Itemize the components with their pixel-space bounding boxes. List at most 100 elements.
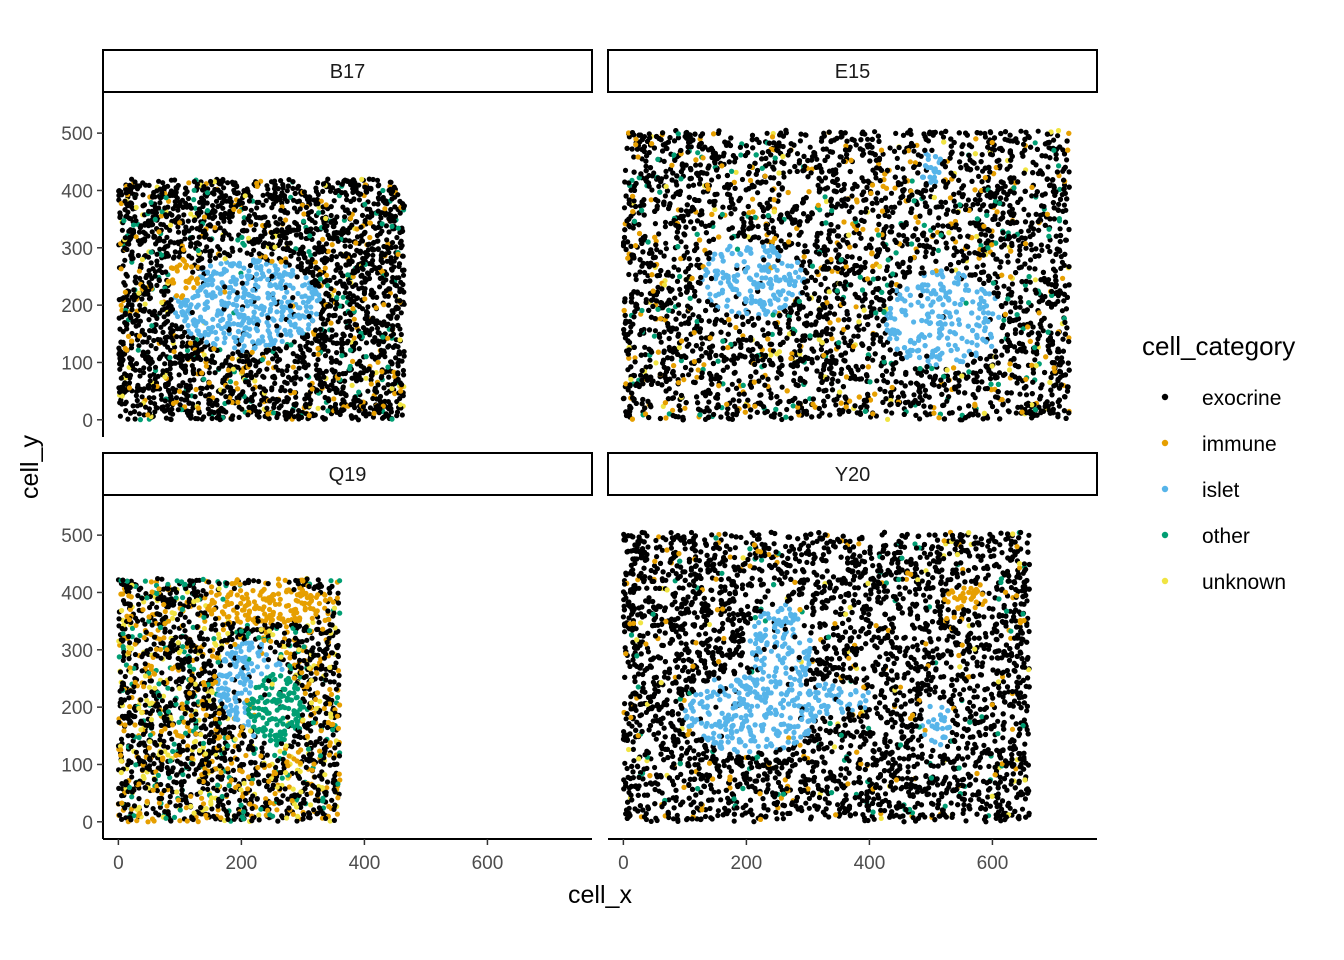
cell-point <box>278 207 284 213</box>
cell-point <box>186 180 192 186</box>
cell-point <box>209 282 215 288</box>
cell-point <box>190 269 196 275</box>
cell-point <box>300 244 306 250</box>
cell-point <box>253 363 259 369</box>
cell-point <box>301 211 307 217</box>
cell-point <box>358 363 364 369</box>
cell-point <box>399 358 405 364</box>
cell-point <box>195 288 201 294</box>
cell-point <box>211 179 218 185</box>
cell-point <box>339 389 345 396</box>
cell-point <box>390 323 396 329</box>
cell-point <box>168 190 174 196</box>
cell-point <box>306 313 312 319</box>
cell-point <box>301 364 307 370</box>
cell-point <box>334 280 340 286</box>
cell-point <box>195 302 201 308</box>
cell-point <box>182 229 188 235</box>
cell-point <box>227 372 233 378</box>
cell-point <box>180 204 186 210</box>
cell-point <box>214 336 220 342</box>
cell-point <box>326 312 332 318</box>
cell-point <box>122 401 128 407</box>
cell-point <box>116 385 122 391</box>
cell-point <box>205 406 211 412</box>
cell-point <box>244 303 251 309</box>
cell-point <box>293 313 299 319</box>
cell-point <box>158 213 165 219</box>
cell-point <box>388 260 394 266</box>
cell-point <box>351 335 357 341</box>
cell-point <box>249 394 255 400</box>
cell-point <box>400 272 407 278</box>
cell-point <box>321 374 327 380</box>
cell-point <box>349 258 355 265</box>
cell-point <box>212 359 218 366</box>
cell-point <box>129 294 135 300</box>
cell-point <box>341 333 347 339</box>
cell-point <box>264 366 270 372</box>
cell-point <box>260 243 266 250</box>
cell-point <box>287 411 294 417</box>
cell-point <box>295 227 301 233</box>
cell-point <box>182 191 188 197</box>
cell-point <box>282 327 288 333</box>
cell-point <box>276 357 283 363</box>
cell-point <box>278 281 284 287</box>
cell-point <box>326 293 332 299</box>
cell-point <box>168 416 174 423</box>
cell-point <box>171 389 178 395</box>
cell-point <box>164 367 170 374</box>
cell-point <box>380 187 386 194</box>
cell-point <box>352 207 358 213</box>
cell-point <box>378 257 384 263</box>
cell-point <box>395 360 401 366</box>
cell-point <box>246 320 252 326</box>
cell-point <box>119 296 125 302</box>
cell-point <box>139 296 145 302</box>
cell-point <box>162 398 168 404</box>
cell-point <box>245 291 251 298</box>
cell-point <box>207 258 213 264</box>
cell-point <box>288 253 294 259</box>
cell-point <box>385 335 391 341</box>
cell-point <box>235 190 241 196</box>
cell-point <box>230 351 236 357</box>
cell-point <box>260 304 266 310</box>
cell-point <box>142 332 148 338</box>
cell-point <box>175 203 181 210</box>
cell-point <box>388 206 394 213</box>
cell-point <box>175 313 181 320</box>
cell-point <box>378 215 384 221</box>
cell-point <box>393 337 399 343</box>
cell-point <box>257 340 263 346</box>
cell-point <box>217 417 223 423</box>
cell-point <box>258 233 264 239</box>
cell-point <box>315 201 321 207</box>
cell-point <box>397 210 403 216</box>
cell-point <box>119 352 125 359</box>
cell-point <box>148 249 154 255</box>
cell-point <box>239 228 245 234</box>
cell-point <box>226 215 232 221</box>
cell-point <box>171 240 177 246</box>
cell-point <box>346 280 352 286</box>
cell-point <box>122 198 128 204</box>
cell-point <box>281 193 288 199</box>
cell-point <box>392 306 399 312</box>
cell-point <box>223 193 229 199</box>
cell-point <box>233 308 239 314</box>
cell-point <box>212 329 219 335</box>
cell-point <box>356 333 362 340</box>
cell-point <box>204 190 211 196</box>
cell-point <box>270 356 276 362</box>
cell-point <box>333 357 339 364</box>
cell-point <box>333 229 339 236</box>
cell-point <box>225 399 231 405</box>
cell-point <box>354 247 360 253</box>
cell-point <box>287 228 293 234</box>
cell-point <box>400 393 406 399</box>
facet-strip <box>102 49 593 93</box>
cell-point <box>156 205 162 211</box>
cell-point <box>117 366 123 372</box>
